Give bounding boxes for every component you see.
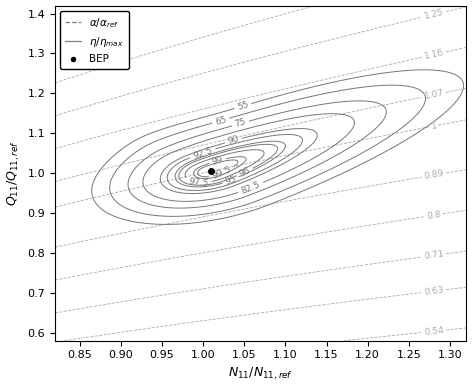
- Text: 1.07: 1.07: [423, 88, 445, 101]
- Text: 65: 65: [214, 115, 228, 126]
- Text: 55: 55: [236, 100, 250, 112]
- Text: 1.25: 1.25: [423, 8, 445, 21]
- Text: 90: 90: [227, 135, 240, 146]
- Text: 0.63: 0.63: [423, 286, 444, 297]
- Text: 1: 1: [430, 121, 438, 131]
- Text: 75: 75: [234, 118, 247, 129]
- Text: 96: 96: [238, 166, 252, 178]
- Text: 0.54: 0.54: [423, 326, 444, 337]
- Text: 0.8: 0.8: [426, 210, 441, 221]
- Text: 92.5: 92.5: [192, 146, 213, 161]
- Text: 99: 99: [211, 155, 224, 166]
- Y-axis label: $Q_{11}/Q_{11,ref}$: $Q_{11}/Q_{11,ref}$: [6, 140, 22, 206]
- Text: 95: 95: [224, 174, 237, 186]
- Text: 1.16: 1.16: [423, 48, 445, 61]
- Legend: $\alpha/\alpha_{ref}$, $\eta/\eta_{max}$, BEP: $\alpha/\alpha_{ref}$, $\eta/\eta_{max}$…: [60, 11, 129, 69]
- Text: 0.89: 0.89: [423, 169, 445, 181]
- X-axis label: $N_{11}/N_{11,ref}$: $N_{11}/N_{11,ref}$: [228, 366, 293, 383]
- Text: 0.71: 0.71: [423, 249, 444, 261]
- Text: 99.5: 99.5: [211, 165, 233, 181]
- Text: 97.5: 97.5: [188, 177, 209, 188]
- Text: 82.5: 82.5: [240, 180, 261, 196]
